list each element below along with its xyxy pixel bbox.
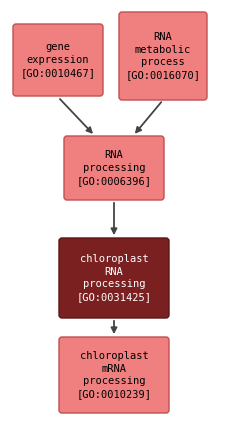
FancyBboxPatch shape — [118, 12, 206, 100]
Text: chloroplast
mRNA
processing
[GO:0010239]: chloroplast mRNA processing [GO:0010239] — [76, 351, 151, 399]
Text: gene
expression
[GO:0010467]: gene expression [GO:0010467] — [20, 42, 95, 78]
FancyBboxPatch shape — [59, 238, 168, 318]
FancyBboxPatch shape — [59, 337, 168, 413]
Text: chloroplast
RNA
processing
[GO:0031425]: chloroplast RNA processing [GO:0031425] — [76, 254, 151, 302]
FancyBboxPatch shape — [13, 24, 103, 96]
Text: RNA
metabolic
process
[GO:0016070]: RNA metabolic process [GO:0016070] — [125, 32, 200, 80]
Text: RNA
processing
[GO:0006396]: RNA processing [GO:0006396] — [76, 150, 151, 186]
FancyBboxPatch shape — [64, 136, 163, 200]
